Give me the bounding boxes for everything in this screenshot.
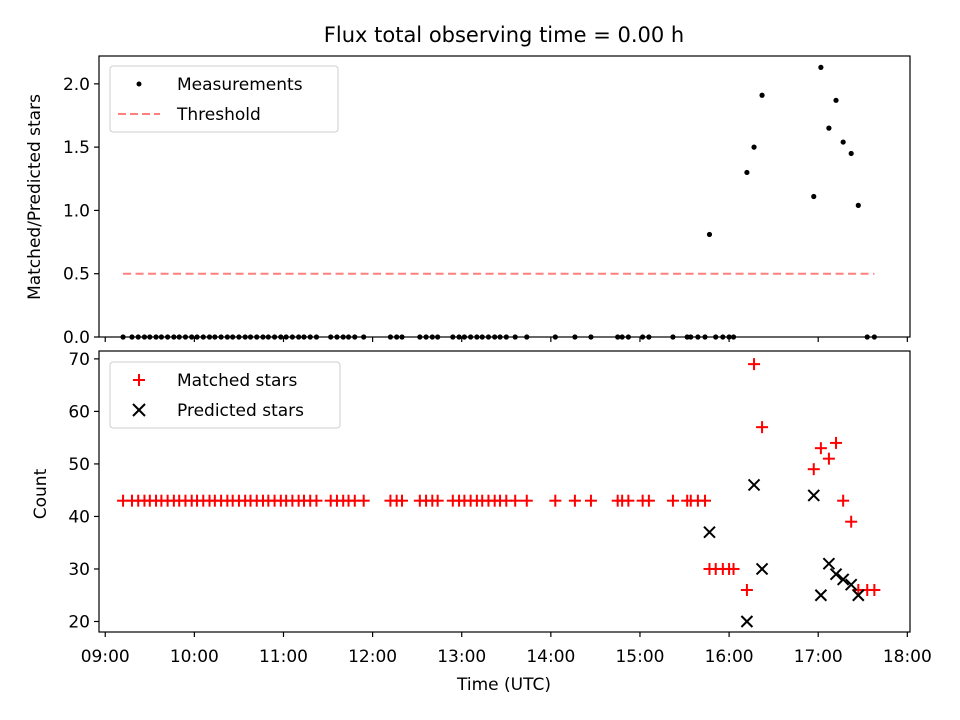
matched-stars-point (622, 494, 635, 507)
y-tick-label: 0.0 (63, 328, 90, 348)
y-tick-label: 50 (68, 455, 90, 475)
matched-stars-point (568, 494, 581, 507)
top-y-ticks: 0.0 0.5 1.0 1.5 2.0 (63, 75, 99, 348)
predicted-stars-point (852, 589, 865, 602)
legend-label-measurements: Measurements (177, 75, 303, 95)
legend-label-matched: Matched stars (177, 371, 297, 391)
predicted-stars-point (755, 562, 769, 576)
matched-stars-point (509, 494, 522, 507)
matched-stars-point (666, 494, 679, 507)
predicted-stars-point (747, 478, 761, 492)
top-y-axis-label: Matched/Predicted stars (25, 94, 45, 300)
predicted-stars-point (814, 589, 828, 602)
x-tick-label: 15:00 (615, 647, 664, 667)
legend-label-predicted: Predicted stars (177, 401, 304, 421)
matched-stars-point (868, 583, 881, 596)
y-tick-label: 30 (68, 560, 90, 580)
y-tick-label: 0.5 (63, 265, 90, 285)
bottom-axes-frame (98, 350, 911, 633)
predicted-stars-point (822, 557, 836, 570)
bottom-panel: 20 30 40 50 60 70 09:00 10:00 11:00 12:00 13:00 14… (31, 350, 932, 695)
x-tick-label: 16:00 (705, 647, 754, 667)
predicted-stars-point (807, 489, 820, 502)
measurement-point (744, 169, 750, 176)
bottom-legend: Matched stars Predicted stars (109, 361, 341, 429)
matched-stars-point (310, 494, 323, 507)
x-tick-label: 17:00 (794, 647, 843, 667)
predicted-stars-point (740, 615, 754, 628)
measurement-point (759, 92, 765, 98)
top-plot-area (120, 64, 877, 340)
bottom-y-axis-label: Count (31, 468, 51, 519)
top-axes-frame (98, 55, 911, 338)
x-tick-label: 14:00 (526, 647, 575, 667)
measurement-point (811, 193, 817, 200)
matched-stars-point (756, 421, 769, 434)
matched-stars-point (822, 452, 835, 465)
y-tick-label: 70 (68, 350, 90, 370)
bottom-plot-area (117, 358, 881, 628)
matched-stars-point (830, 436, 843, 449)
x-tick-label: 18:00 (883, 647, 932, 667)
y-tick-label: 20 (68, 612, 90, 632)
matched-stars-point (431, 494, 444, 507)
measurement-point (855, 202, 861, 208)
matched-stars-point (584, 494, 597, 507)
matched-stars-point (740, 583, 753, 596)
predicted-stars-point (703, 525, 716, 539)
matched-stars-point (727, 562, 740, 575)
x-axis-label: Time (UTC) (456, 675, 551, 695)
legend-marker-predicted (132, 403, 146, 417)
matched-stars-point (748, 358, 761, 371)
bottom-y-ticks: 20 30 40 50 60 70 (68, 350, 99, 632)
x-tick-label: 12:00 (348, 647, 397, 667)
bottom-legend-box (109, 361, 341, 429)
matched-stars-point (520, 494, 533, 507)
measurement-point (751, 144, 757, 150)
x-tick-label: 11:00 (259, 647, 308, 667)
measurement-point (840, 139, 846, 145)
matched-stars-point (642, 494, 655, 507)
y-tick-label: 1.0 (63, 201, 90, 221)
measurement-point (818, 64, 824, 70)
predicted-stars-point (829, 568, 843, 581)
top-panel: 0.00.51.01.52.0 Matched/Predicted stars … (25, 55, 911, 348)
y-tick-label: 1.5 (63, 138, 90, 158)
bottom-x-ticks: 09:00 10:00 11:00 12:00 13:00 14:00 15:00 16:00… (81, 632, 932, 667)
x-tick-label: 13:00 (437, 647, 486, 667)
legend-marker-measurements (136, 81, 142, 87)
y-tick-label: 2.0 (63, 75, 90, 95)
matched-stars-point (396, 494, 409, 507)
measurement-point (706, 231, 713, 238)
top-x-ticks (104, 337, 908, 342)
y-tick-label: 40 (68, 507, 90, 527)
matched-stars-point (549, 494, 562, 507)
matched-stars-point (699, 494, 712, 507)
x-tick-label: 10:00 (170, 647, 219, 667)
chart-title: Flux total observing time = 0.00 h (324, 23, 684, 47)
predicted-stars-point (844, 578, 858, 591)
matched-stars-point (845, 515, 858, 528)
top-legend: Measurements Threshold (109, 65, 339, 133)
measurement-point (848, 150, 854, 157)
matched-stars-point (807, 463, 820, 476)
legend-label-threshold: Threshold (176, 105, 261, 125)
matched-stars-point (837, 494, 850, 507)
y-tick-label: 60 (68, 402, 90, 422)
x-tick-label: 09:00 (81, 647, 130, 667)
predicted-stars-point (836, 573, 850, 586)
measurement-point (833, 97, 839, 103)
matched-stars-point (357, 494, 370, 507)
top-legend-box (109, 65, 339, 133)
matched-stars-point (814, 442, 827, 455)
legend-marker-matched (133, 374, 145, 386)
measurement-point (826, 125, 832, 131)
